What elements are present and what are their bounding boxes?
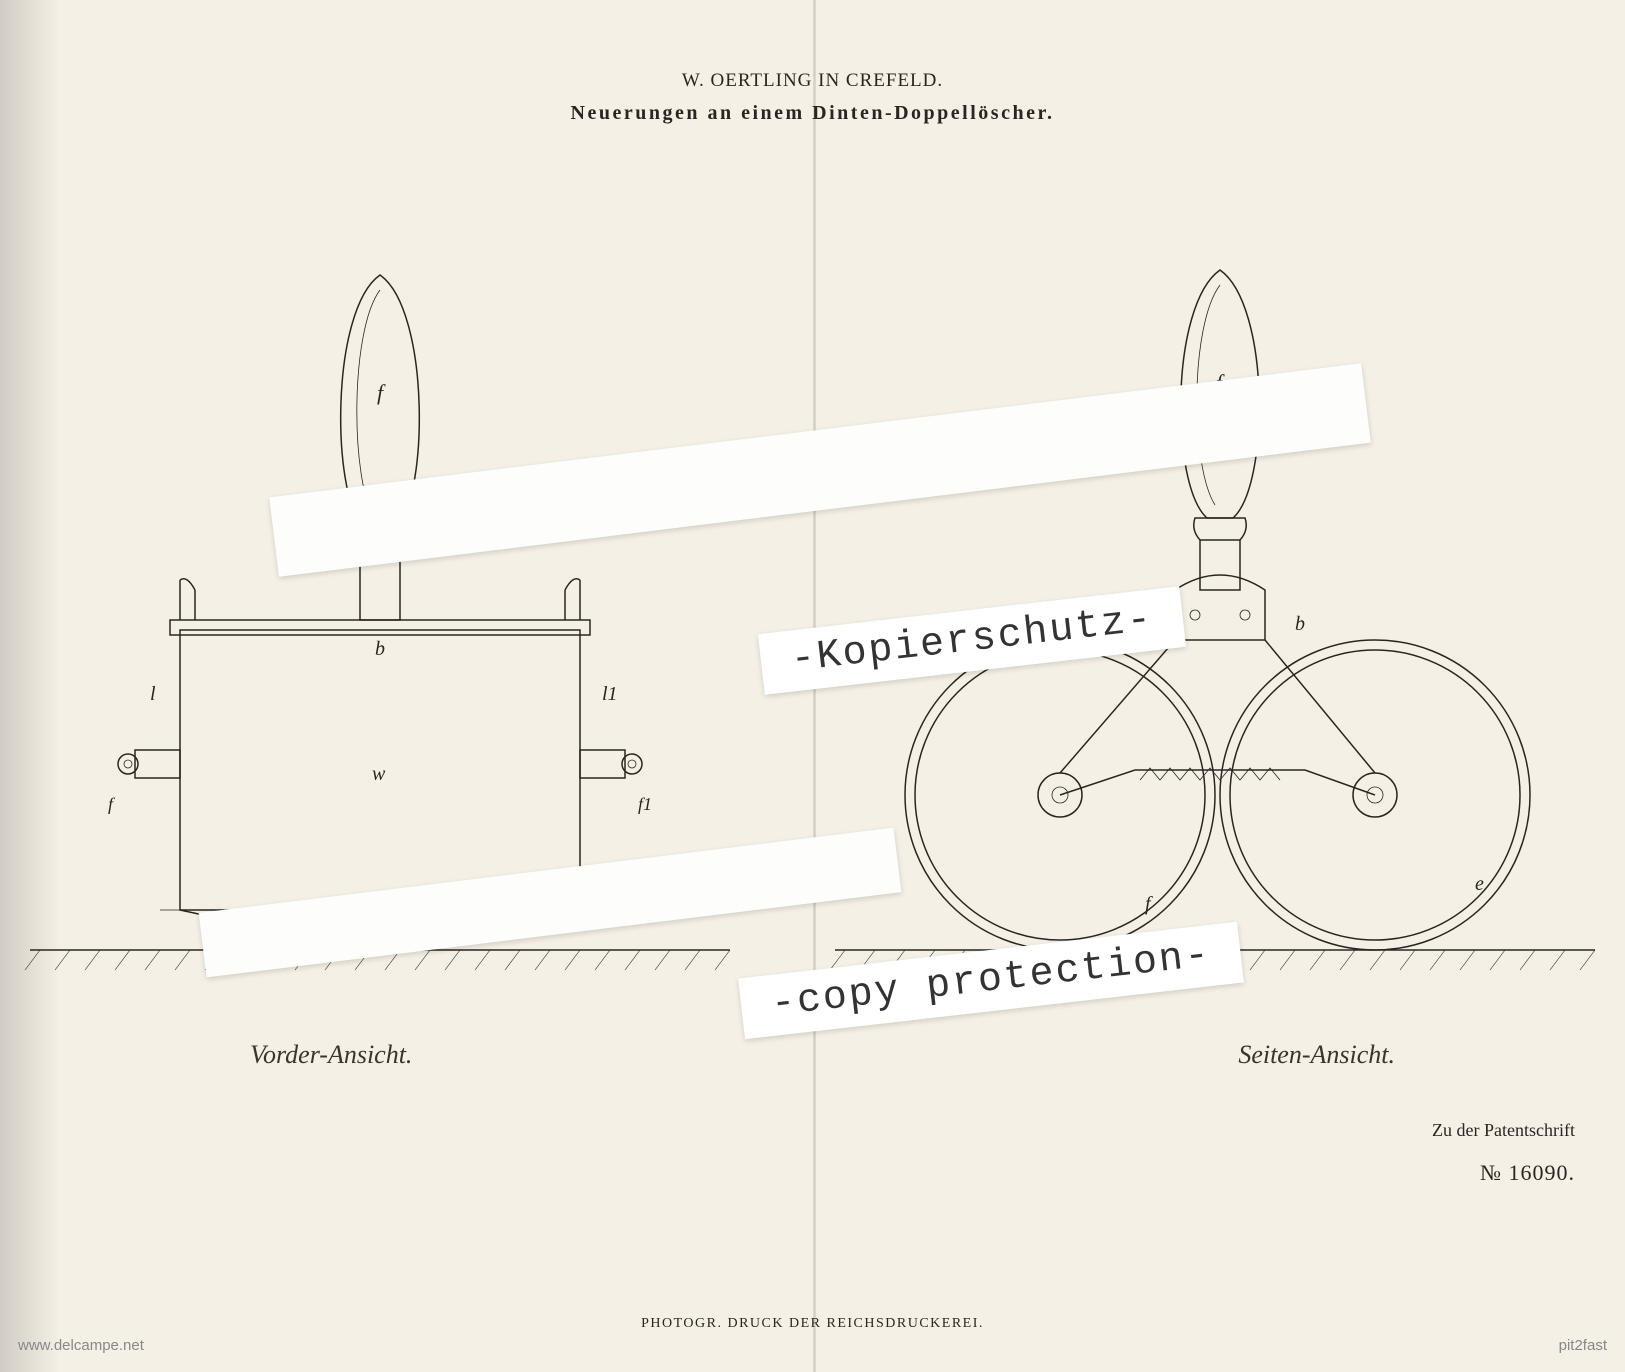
label-handle-f: f <box>377 380 386 405</box>
label-wheel-f: f <box>1145 893 1153 915</box>
label-f-knob: f <box>108 794 116 814</box>
label-l1-right: l1 <box>602 683 618 705</box>
author-line: W. OERTLING IN CREFELD. <box>0 70 1625 92</box>
caption-side-view: Seiten-Ansicht. <box>1238 1040 1395 1070</box>
watermark-user: pit2fast <box>1559 1337 1607 1354</box>
label-f1-knob: f1 <box>638 794 652 814</box>
document-header: W. OERTLING IN CREFELD. Neuerungen an ei… <box>0 70 1625 125</box>
patent-reference-line: Zu der Patentschrift <box>1432 1120 1575 1141</box>
label-b: b <box>375 638 385 660</box>
label-b-r: b <box>1295 613 1305 635</box>
patent-number: № 16090. <box>1480 1160 1575 1186</box>
label-w: w <box>372 763 386 785</box>
left-knob <box>118 750 180 778</box>
watermark-site: www.delcampe.net <box>18 1337 144 1354</box>
right-knob <box>580 750 642 778</box>
printer-footer: PHOTOGR. DRUCK DER REICHSDRUCKEREI. <box>0 1316 1625 1332</box>
caption-front-view: Vorder-Ansicht. <box>250 1040 412 1070</box>
document-title: Neuerungen an einem Dinten-Doppellöscher… <box>0 102 1625 125</box>
label-wheel-e: e <box>1475 873 1484 895</box>
label-l-left: l <box>150 683 156 705</box>
